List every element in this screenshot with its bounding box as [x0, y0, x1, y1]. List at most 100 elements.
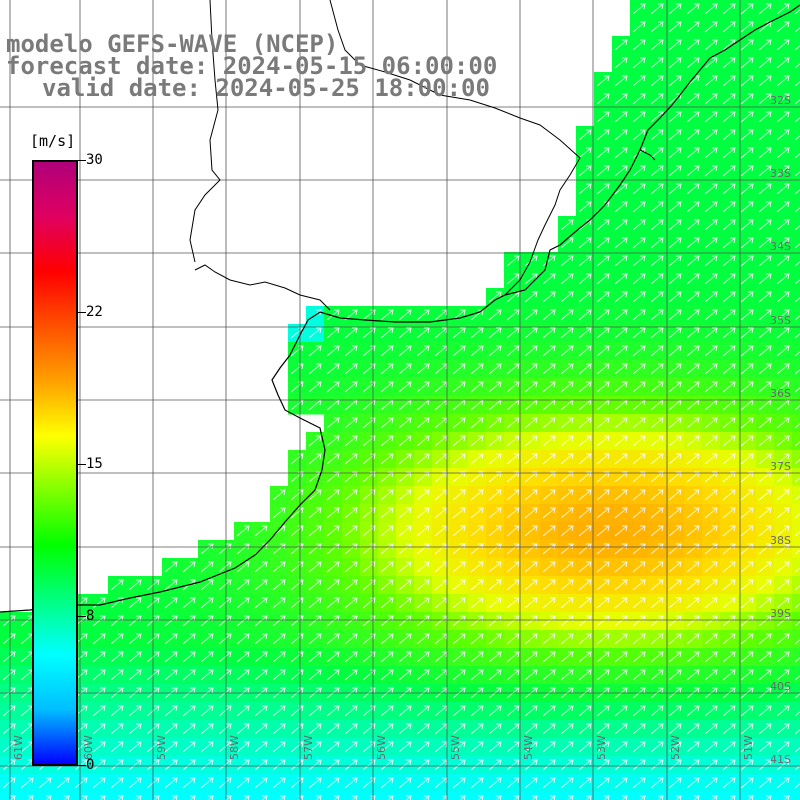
wind-arrow	[596, 597, 610, 609]
wind-arrow	[614, 489, 628, 501]
wind-arrow	[740, 633, 754, 645]
wind-arrow	[686, 345, 700, 357]
wind-arrow	[668, 111, 682, 123]
wind-arrow	[794, 27, 800, 33]
wind-arrow	[668, 759, 682, 771]
wind-arrow	[776, 597, 790, 609]
wind-arrow	[470, 327, 484, 339]
wind-arrow	[632, 75, 646, 87]
wind-arrow	[758, 255, 772, 267]
wind-arrow	[776, 327, 790, 339]
wind-arrow	[506, 651, 520, 663]
wind-arrow	[776, 273, 790, 285]
colorbar-unit-label: [m/s]	[30, 132, 76, 150]
wind-arrow	[722, 435, 736, 447]
wind-arrow	[596, 435, 610, 447]
wind-arrow	[758, 525, 772, 537]
wind-arrow	[704, 129, 718, 141]
wind-speed-cell	[792, 360, 800, 379]
wind-arrow	[326, 489, 340, 501]
wind-arrow	[668, 489, 682, 501]
wind-arrow	[632, 183, 646, 195]
wind-arrow	[650, 183, 664, 195]
wind-arrow	[794, 351, 800, 357]
wind-arrow	[164, 723, 178, 735]
longitude-label: 60W	[82, 735, 95, 760]
wind-arrow	[596, 219, 610, 231]
longitude-label: 51W	[742, 735, 755, 760]
wind-arrow	[452, 525, 466, 537]
wind-arrow	[542, 453, 556, 465]
wind-speed-cell	[684, 792, 703, 800]
wind-arrow	[686, 57, 700, 69]
wind-arrow	[308, 381, 322, 393]
wind-arrow	[758, 489, 772, 501]
wind-arrow	[380, 651, 394, 663]
wind-arrow	[668, 291, 682, 303]
wind-arrow	[722, 741, 736, 753]
wind-arrow	[632, 507, 646, 519]
wind-arrow	[135, 795, 142, 800]
wind-arrow	[254, 633, 268, 645]
wind-arrow	[614, 471, 628, 483]
wind-arrow	[416, 669, 430, 681]
wind-arrow	[758, 57, 772, 69]
wind-arrow	[236, 615, 250, 627]
wind-arrow	[452, 597, 466, 609]
wind-arrow	[308, 561, 322, 573]
wind-arrow	[380, 309, 394, 321]
wind-arrow	[722, 723, 736, 735]
wind-arrow	[236, 777, 250, 789]
wind-speed-cell	[702, 792, 721, 800]
wind-arrow	[614, 417, 628, 429]
colorbar-tick-label: 30	[86, 152, 103, 168]
wind-arrow	[704, 147, 718, 159]
wind-arrow	[308, 453, 322, 465]
wind-arrow	[218, 561, 232, 573]
map-title-forecast-date: forecast date: 2024-05-15 06:00:00	[6, 52, 498, 80]
wind-arrow	[686, 273, 700, 285]
wind-arrow	[506, 345, 520, 357]
wind-arrow	[2, 759, 16, 771]
wind-arrow	[632, 615, 646, 627]
wind-arrow	[740, 669, 754, 681]
wind-arrow	[722, 219, 736, 231]
wind-arrow	[560, 309, 574, 321]
wind-arrow	[560, 381, 574, 393]
wind-arrow	[488, 417, 502, 429]
wind-arrow	[416, 705, 430, 717]
wind-speed-cell	[792, 342, 800, 361]
wind-arrow	[344, 417, 358, 429]
wind-arrow	[704, 75, 718, 87]
wind-arrow	[776, 165, 790, 177]
wind-arrow	[236, 633, 250, 645]
wind-arrow	[326, 345, 340, 357]
wind-arrow	[578, 237, 592, 249]
wind-arrow	[783, 795, 790, 800]
wind-arrow	[128, 651, 142, 663]
wind-arrow	[614, 129, 628, 141]
wind-arrow	[488, 471, 502, 483]
wind-arrow	[740, 345, 754, 357]
wind-speed-cell	[360, 792, 379, 800]
wind-arrow	[182, 615, 196, 627]
wind-arrow	[200, 723, 214, 735]
wind-arrow	[722, 705, 736, 717]
wind-arrow	[182, 705, 196, 717]
wind-arrow	[452, 453, 466, 465]
wind-arrow	[452, 651, 466, 663]
wind-arrow	[380, 741, 394, 753]
wind-arrow	[740, 129, 754, 141]
wind-arrow	[398, 561, 412, 573]
wind-arrow	[650, 93, 664, 105]
wind-arrow	[560, 777, 574, 789]
wind-arrow	[236, 651, 250, 663]
wind-arrow	[686, 129, 700, 141]
wind-arrow	[416, 345, 430, 357]
wind-arrow	[794, 189, 800, 195]
wind-arrow	[200, 777, 214, 789]
wind-arrow	[668, 381, 682, 393]
wind-arrow	[380, 561, 394, 573]
wind-arrow	[650, 777, 664, 789]
wind-arrow	[614, 201, 628, 213]
